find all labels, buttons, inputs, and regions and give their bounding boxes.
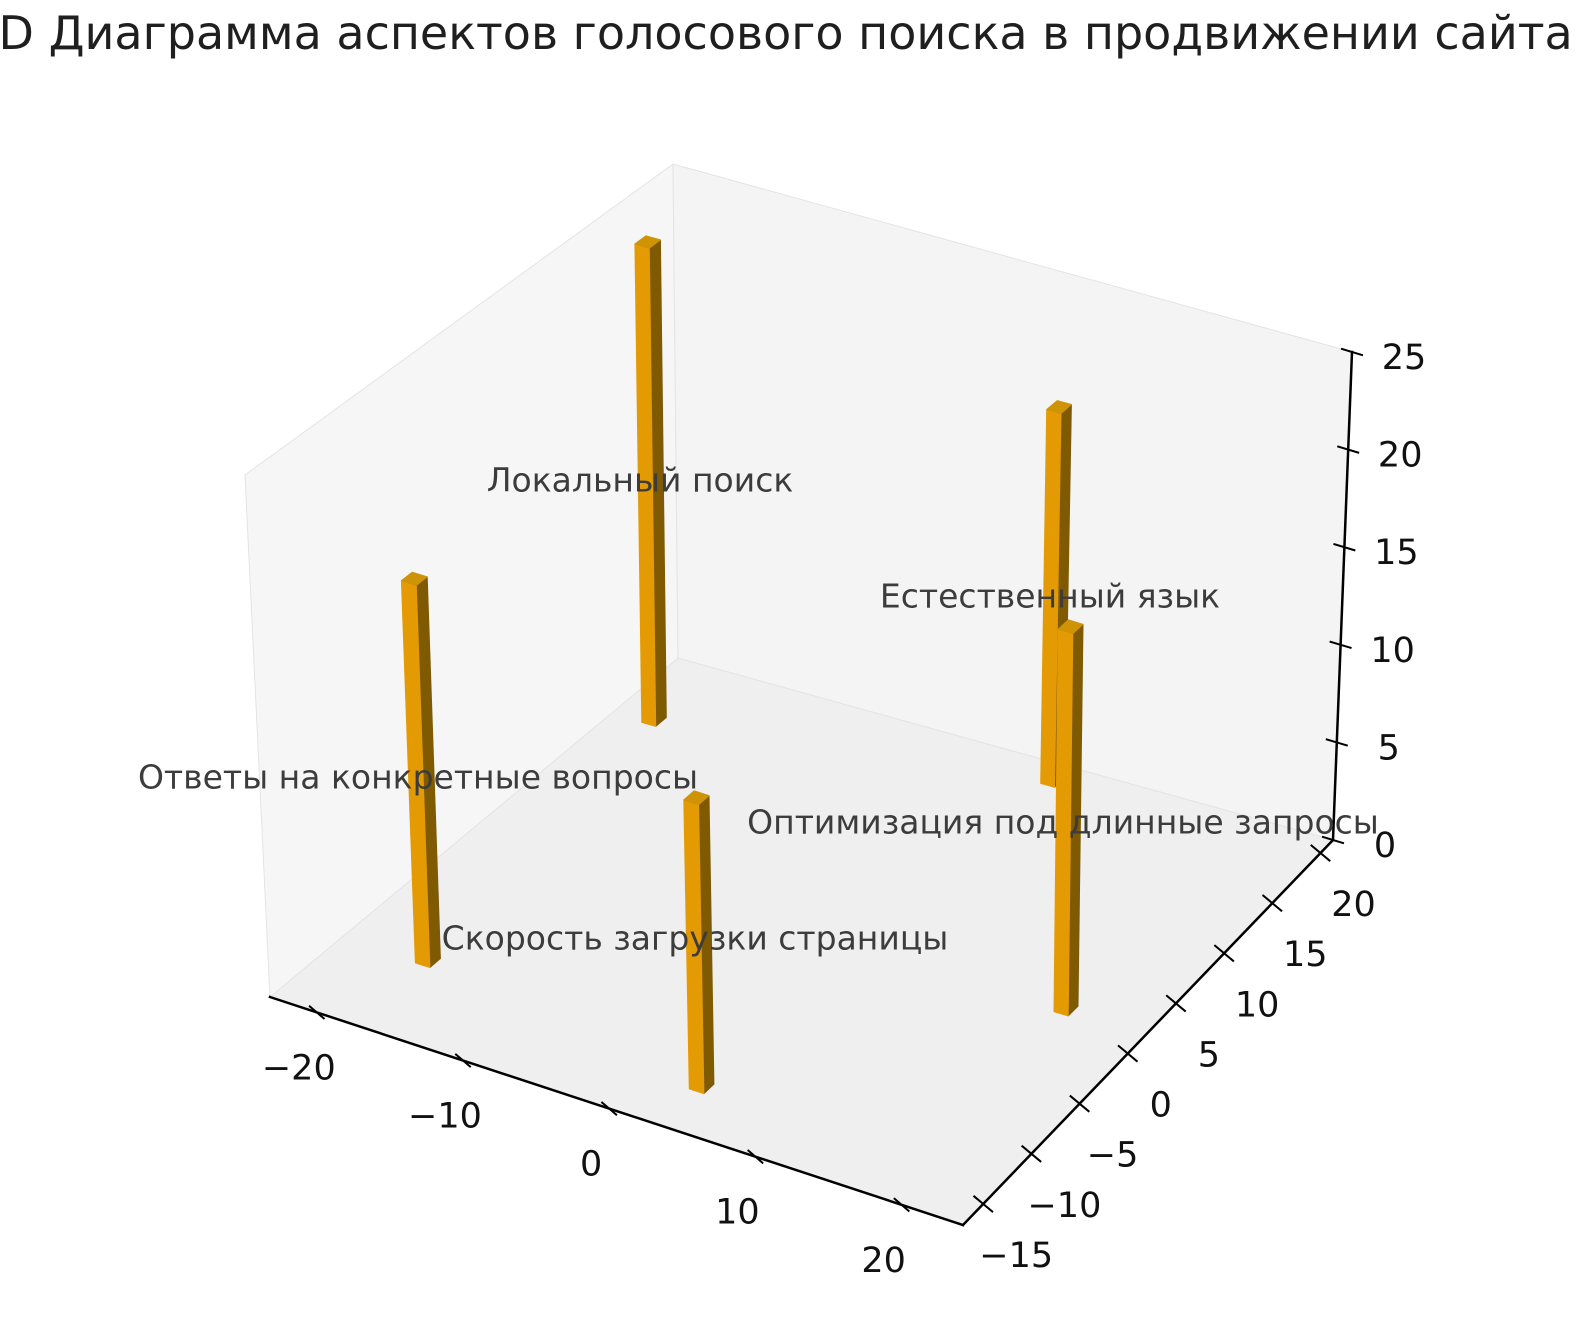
y-tick-label-10: 10: [1235, 985, 1280, 1025]
x-tick-label--20: −20: [262, 1048, 336, 1088]
z-tick-10: [1329, 640, 1352, 650]
y-tick-0: [1117, 1044, 1139, 1063]
x-tick-0: [600, 1101, 618, 1117]
y-tick-label-15: 15: [1283, 935, 1328, 975]
bar-label-2: Скорость загрузки страницы: [442, 919, 949, 958]
chart-title: 3D Диаграмма аспектов голосового поиска …: [0, 6, 1573, 60]
y-tick-label--10: −10: [1027, 1186, 1101, 1226]
y-tick-20: [1310, 844, 1331, 862]
y-tick--15: [972, 1195, 994, 1213]
bar-0-top-face: [634, 235, 661, 249]
z-tick-25: [1340, 347, 1364, 357]
z-tick-5: [1325, 738, 1349, 747]
z-tick-15: [1333, 542, 1356, 552]
y-tick-10: [1213, 944, 1235, 963]
y-tick--10: [1021, 1144, 1042, 1163]
bar-1-top-face: [400, 571, 428, 586]
x-tick-20: [893, 1197, 911, 1213]
z-tick-label-5: 5: [1378, 728, 1400, 768]
y-tick-label--15: −15: [979, 1236, 1053, 1276]
x-tick-10: [746, 1149, 764, 1165]
bar-label-3: Естественный язык: [880, 577, 1220, 616]
x-tick--20: [308, 1004, 326, 1020]
y-tick-15: [1261, 894, 1283, 913]
y-tick-label-0: 0: [1150, 1086, 1172, 1126]
bar-label-4: Оптимизация под длинные запросы: [747, 803, 1379, 842]
x-tick-label-0: 0: [580, 1145, 602, 1185]
bar-label-0: Локальный поиск: [487, 461, 794, 500]
y-tick--5: [1069, 1094, 1090, 1113]
z-tick-0: [1321, 835, 1345, 845]
x-axis-line: [268, 995, 965, 1227]
z-axis-line: [1331, 350, 1354, 842]
x-tick-label-20: 20: [861, 1241, 906, 1281]
z-tick-label-15: 15: [1374, 533, 1419, 573]
x-tick-label--10: −10: [408, 1096, 482, 1136]
x-tick--10: [454, 1053, 472, 1068]
bar-label-1: Ответы на конкретные вопросы: [138, 758, 698, 797]
z-tick-label-25: 25: [1382, 338, 1427, 378]
z-tick-label-0: 0: [1374, 826, 1396, 866]
y-tick-label-5: 5: [1198, 1035, 1220, 1075]
y-axis-line: [961, 838, 1335, 1227]
y-tick-label--5: −5: [1087, 1136, 1139, 1176]
z-tick-label-20: 20: [1378, 436, 1423, 476]
bar-2-top-face: [683, 790, 710, 806]
bar-3-top-face: [1046, 400, 1072, 414]
x-tick-label-10: 10: [715, 1193, 760, 1233]
y-tick-label-20: 20: [1331, 885, 1376, 925]
bar-4-top-face: [1057, 619, 1084, 635]
z-tick-label-10: 10: [1370, 631, 1415, 671]
y-tick-5: [1165, 994, 1187, 1013]
z-tick-20: [1336, 445, 1360, 454]
